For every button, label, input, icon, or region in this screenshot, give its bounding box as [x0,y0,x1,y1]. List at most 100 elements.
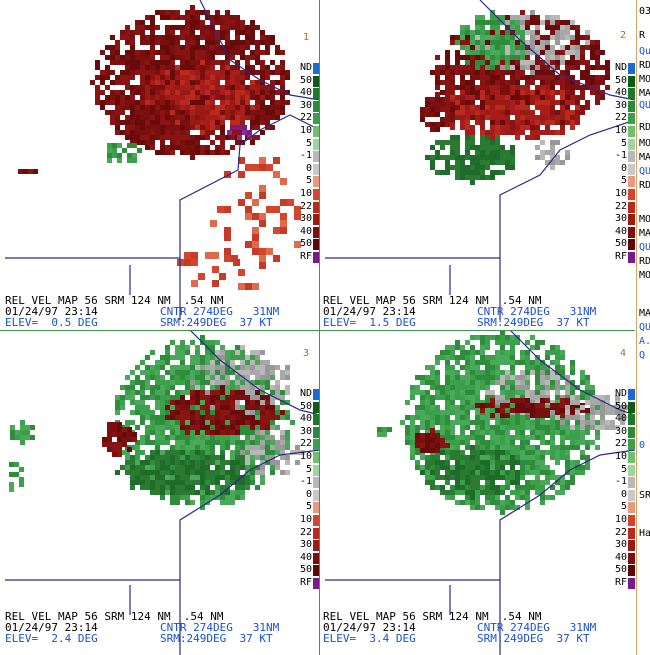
echo-pixel [220,370,225,375]
echo-pixel [105,75,110,80]
echo-pixel [570,75,575,80]
echo-pixel [215,60,220,65]
echo-pixel [240,90,245,95]
echo-pixel [505,150,510,155]
echo-pixel [440,438,445,443]
echo-pixel [530,65,535,70]
echo-pixel [535,475,540,480]
echo-pixel [235,115,240,120]
echo-pixel [210,80,215,85]
echo-pixel [285,445,290,450]
echo-pixel [430,420,435,425]
echo-pixel [165,415,170,420]
echo-pixel [540,465,545,470]
echo-pixel [445,400,450,405]
echo-pixel [560,160,565,165]
echo-pixel [595,45,600,50]
echo-pixel [190,100,195,105]
echo-pixel [250,20,255,25]
legend-label: 0 [620,162,627,174]
echo-pixel [215,400,220,405]
echo-pixel [180,45,185,50]
echo-pixel [550,380,555,385]
legend-label: 10 [614,513,627,525]
radar-panel-3[interactable]: 3 ND 50 40 30 22 10 5 -1 0 5 10 22 30 40 50 RF REL VEL … [0,330,320,655]
panel-number: 4 [620,348,627,359]
echo-pixel [460,350,465,355]
legend-swatch [313,577,320,589]
side-fragment-text: MO [639,270,650,281]
echo-pixel [280,410,285,415]
echo-pixel [235,470,240,475]
echo-pixel [205,55,210,60]
echo-pixel [235,350,240,355]
side-fragment-text: Qu [639,46,650,57]
echo-pixel [225,480,230,485]
echo-pixel [525,15,530,20]
echo-pixel [550,15,555,20]
echo-pixel [245,110,250,115]
echo-pixel [545,160,550,165]
radar-panel-4[interactable]: 4 ND 50 40 30 22 10 5 -1 0 5 10 22 30 40 50 RF REL VEL … [320,330,635,655]
echo-pixel [560,90,565,95]
echo-pixel [130,60,135,65]
echo-pixel [505,375,510,380]
echo-pixel [220,30,225,35]
echo-pixel [580,380,585,385]
echo-pixel [135,480,140,485]
echo-pixel [259,192,266,199]
echo-pixel [535,135,540,140]
echo-pixel [280,370,285,375]
echo-pixel [150,90,155,95]
echo-pixel [230,70,235,75]
echo-pixel [210,395,215,400]
echo-pixel [245,164,252,171]
echo-pixel [140,35,145,40]
echo-pixel [150,130,155,135]
echo-pixel [475,420,480,425]
echo-pixel [430,400,435,405]
echo-pixel [115,90,120,95]
echo-pixel [510,405,515,410]
echo-pixel [200,400,205,405]
echo-pixel [520,105,525,110]
echo-pixel [410,440,415,445]
echo-pixel [535,420,540,425]
echo-pixel [585,80,590,85]
legend-row: 30 [270,100,320,113]
echo-pixel [490,45,495,50]
echo-pixel [240,45,245,50]
echo-pixel [495,70,500,75]
echo-pixel [605,70,610,75]
echo-pixel [505,130,510,135]
echo-pixel [140,130,145,135]
legend-label: 30 [299,99,312,111]
echo-pixel [495,380,500,385]
echo-pixel [455,175,460,180]
echo-pixel [160,420,165,425]
echo-pixel [425,97,430,102]
echo-pixel [545,75,550,80]
echo-pixel [140,470,145,475]
echo-pixel [575,100,580,105]
echo-pixel [500,408,505,413]
echo-pixel [265,125,270,130]
echo-pixel [520,10,525,15]
echo-pixel [180,485,185,490]
echo-pixel [510,85,515,90]
echo-pixel [225,40,230,45]
echo-pixel [485,175,490,180]
echo-pixel [260,30,265,35]
echo-pixel [140,415,145,420]
echo-pixel [515,90,520,95]
echo-pixel [250,35,255,40]
echo-pixel [485,95,490,100]
echo-pixel [190,60,195,65]
radar-panel-2[interactable]: 2 ND 50 40 30 22 10 5 -1 0 5 10 22 30 40 50 RF REL VEL … [320,0,635,330]
echo-pixel [560,80,565,85]
echo-pixel [485,160,490,165]
echo-pixel [525,415,530,420]
radar-panel-1[interactable]: 1 ND 50 40 30 22 10 5 -1 0 5 10 22 30 40 50 RF REL VEL … [0,0,320,330]
echo-pixel [440,475,445,480]
echo-pixel [425,390,430,395]
